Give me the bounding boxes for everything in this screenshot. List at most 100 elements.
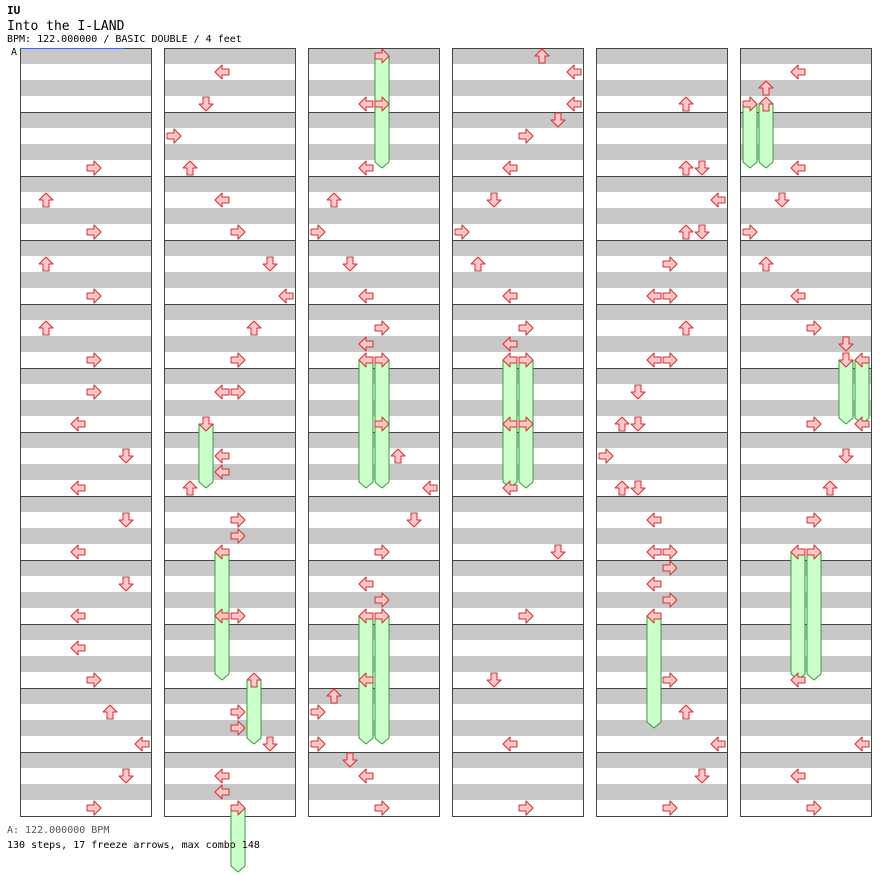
- beat-band: [164, 144, 296, 160]
- step-arrow: [838, 448, 854, 464]
- beat-band: [452, 240, 584, 256]
- beat-band: [452, 208, 584, 224]
- beat-band: [20, 432, 152, 448]
- beat-band: [596, 400, 728, 416]
- beat-band: [20, 336, 152, 352]
- beat-band: [596, 208, 728, 224]
- step-arrow: [646, 544, 662, 560]
- beat-band: [596, 144, 728, 160]
- step-arrow: [358, 768, 374, 784]
- column-border: [596, 48, 728, 817]
- step-arrow: [662, 560, 678, 576]
- column-border: [164, 48, 296, 817]
- beat-band: [164, 48, 296, 64]
- beat-band: [596, 656, 728, 672]
- step-arrow: [646, 512, 662, 528]
- beat-band: [164, 80, 296, 96]
- beat-band: [308, 48, 440, 64]
- beat-band: [308, 240, 440, 256]
- beat-band: [740, 240, 872, 256]
- step-arrow: [86, 288, 102, 304]
- beat-band: [20, 656, 152, 672]
- step-arrow: [70, 640, 86, 656]
- bpm-marker-label: A: [11, 47, 18, 58]
- step-arrow: [358, 576, 374, 592]
- step-arrow: [230, 704, 246, 720]
- step-arrow: [678, 160, 694, 176]
- beat-band: [452, 752, 584, 768]
- beat-band: [452, 368, 584, 384]
- step-arrow: [550, 112, 566, 128]
- step-arrow: [374, 96, 390, 112]
- beat-band: [308, 80, 440, 96]
- beat-band: [20, 176, 152, 192]
- step-arrow: [214, 448, 230, 464]
- step-arrow: [742, 224, 758, 240]
- beat-band: [164, 464, 296, 480]
- column-border: [740, 48, 872, 817]
- step-arrow: [310, 736, 326, 752]
- beat-band: [452, 336, 584, 352]
- step-arrow: [86, 384, 102, 400]
- beat-band: [740, 272, 872, 288]
- step-arrow: [502, 336, 518, 352]
- beat-band: [308, 560, 440, 576]
- beat-band: [164, 112, 296, 128]
- beat-band: [596, 752, 728, 768]
- beat-band: [740, 176, 872, 192]
- beat-band: [164, 720, 296, 736]
- beat-band: [452, 720, 584, 736]
- beat-band: [596, 592, 728, 608]
- beat-band: [308, 752, 440, 768]
- step-arrow: [502, 416, 518, 432]
- step-arrow: [502, 736, 518, 752]
- step-arrow: [214, 384, 230, 400]
- step-arrow: [358, 352, 374, 368]
- beat-band: [596, 368, 728, 384]
- beat-band: [740, 432, 872, 448]
- step-arrow: [342, 752, 358, 768]
- beat-band: [308, 336, 440, 352]
- artist-name: IU: [7, 4, 21, 17]
- beat-band: [740, 464, 872, 480]
- beat-band: [596, 432, 728, 448]
- freeze-arrow: [742, 103, 758, 169]
- step-arrow: [502, 288, 518, 304]
- step-arrow: [662, 592, 678, 608]
- chart-meta: BPM: 122.000000 / BASIC DOUBLE / 4 feet: [7, 34, 242, 45]
- beat-band: [308, 592, 440, 608]
- step-arrow: [86, 352, 102, 368]
- beat-band: [308, 720, 440, 736]
- beat-band: [596, 48, 728, 64]
- beat-band: [20, 592, 152, 608]
- beat-band: [452, 80, 584, 96]
- step-arrow: [646, 608, 662, 624]
- step-arrow: [422, 480, 438, 496]
- step-arrow: [854, 736, 870, 752]
- step-arrow: [518, 608, 534, 624]
- step-arrow: [486, 192, 502, 208]
- step-arrow: [694, 768, 710, 784]
- beat-band: [596, 496, 728, 512]
- freeze-arrow: [374, 55, 390, 169]
- step-arrow: [774, 192, 790, 208]
- step-arrow: [374, 48, 390, 64]
- step-arrow: [214, 64, 230, 80]
- beat-band: [164, 368, 296, 384]
- step-arrow: [262, 256, 278, 272]
- freeze-arrow: [854, 359, 870, 425]
- beat-band: [452, 560, 584, 576]
- step-arrow: [118, 512, 134, 528]
- beat-band: [164, 432, 296, 448]
- step-arrow: [214, 544, 230, 560]
- beat-band: [308, 496, 440, 512]
- beat-band: [164, 240, 296, 256]
- beat-band: [308, 688, 440, 704]
- step-arrow: [214, 192, 230, 208]
- step-arrow: [310, 224, 326, 240]
- beat-band: [20, 720, 152, 736]
- beat-band: [452, 464, 584, 480]
- beat-band: [740, 80, 872, 96]
- step-arrow: [38, 256, 54, 272]
